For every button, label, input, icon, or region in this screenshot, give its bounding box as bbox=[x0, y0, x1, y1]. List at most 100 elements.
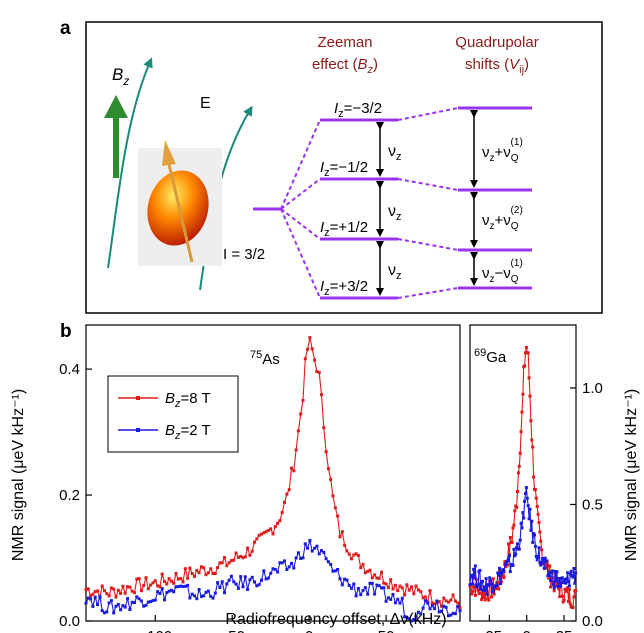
as75-series-1-point-142 bbox=[412, 617, 416, 621]
as75-series-1-point-84 bbox=[278, 561, 282, 565]
as75-series-0-point-54 bbox=[209, 567, 213, 571]
as75-series-0-point-65 bbox=[234, 551, 238, 555]
as75-series-0-point-127 bbox=[377, 576, 381, 580]
ga69-series-1-point-45 bbox=[508, 570, 512, 574]
as75-series-1-point-65 bbox=[234, 582, 238, 586]
ga69-series-1-point-83 bbox=[542, 566, 546, 570]
ga69-series-0-point-63 bbox=[524, 346, 528, 349]
ga69-series-1-point-59 bbox=[521, 511, 525, 515]
ga69-series-1-point-53 bbox=[516, 542, 519, 546]
ga69-series-1-point-96 bbox=[554, 579, 558, 583]
ga69-series-1-point-0 bbox=[468, 583, 472, 587]
as75-series-1-point-47 bbox=[193, 594, 196, 598]
ga69-series-1-point-35 bbox=[499, 571, 503, 575]
as75-series-0-point-155 bbox=[442, 596, 446, 600]
ga69-series-1-point-40 bbox=[504, 562, 508, 566]
as75-series-1-point-161 bbox=[456, 605, 460, 608]
ga69-series-1-point-44 bbox=[507, 554, 511, 558]
as75-series-0-point-97 bbox=[308, 336, 312, 340]
as75-series-0-point-0 bbox=[84, 588, 88, 592]
as75-series-1-point-153 bbox=[437, 610, 441, 614]
ga69-series-1-point-100 bbox=[558, 577, 562, 580]
as75-series-1-point-39 bbox=[174, 585, 178, 589]
ga69-series-1-point-116 bbox=[572, 567, 576, 570]
as75-series-1-point-103 bbox=[322, 550, 326, 554]
ga69-series-1-point-57 bbox=[519, 521, 523, 525]
as75-series-1-point-108 bbox=[333, 569, 337, 573]
as75-series-0-point-136 bbox=[398, 584, 402, 588]
as75-series-0-point-154 bbox=[440, 604, 443, 608]
ga69-series-0-point-40 bbox=[504, 565, 508, 569]
as75-series-0-point-2 bbox=[89, 594, 93, 598]
ga69-series-0-point-54 bbox=[516, 471, 520, 475]
ga69-series-1-point-73 bbox=[533, 544, 537, 548]
as75-series-1-point-62 bbox=[227, 578, 231, 582]
ga69-series-1-point-76 bbox=[536, 555, 540, 559]
as75-series-1-point-115 bbox=[350, 586, 353, 590]
as75-xtick-label-0: −100 bbox=[138, 628, 172, 633]
ga69-series-0-point-67 bbox=[528, 394, 532, 398]
as75-series-1-point-31 bbox=[156, 590, 160, 594]
as75-series-0-point-149 bbox=[428, 589, 432, 593]
as75-series-1-point-1 bbox=[86, 596, 90, 600]
y-axis-title-left: NMR signal (μeV kHz⁻¹) bbox=[10, 389, 27, 561]
as75-series-0-point-10 bbox=[107, 594, 111, 598]
ga69-series-0-point-57 bbox=[519, 430, 523, 434]
as75-series-0-point-132 bbox=[389, 578, 393, 582]
ga69-series-1-point-16 bbox=[482, 585, 486, 589]
as75-series-1-point-91 bbox=[294, 556, 298, 560]
ga69-series-0-point-13 bbox=[480, 598, 484, 602]
as75-series-0-point-91 bbox=[294, 448, 298, 452]
ga69-series-0-point-109 bbox=[566, 586, 570, 590]
as75-series-1-point-42 bbox=[181, 585, 185, 589]
ga69-series-0-point-118 bbox=[574, 589, 578, 593]
ga69-series-0-point-73 bbox=[533, 488, 537, 492]
panel-b-label: b bbox=[60, 321, 72, 342]
as75-series-1-point-135 bbox=[396, 597, 400, 601]
as75-series-1-point-101 bbox=[317, 552, 321, 556]
as75-series-0-point-33 bbox=[160, 572, 164, 576]
as75-series-0-point-32 bbox=[158, 585, 162, 589]
as75-series-1-point-23 bbox=[137, 597, 141, 601]
as75-series-1-point-117 bbox=[354, 594, 358, 598]
quad-connectors bbox=[397, 107, 459, 299]
ga69-series-1-point-113 bbox=[569, 569, 573, 573]
as75-series-0-point-122 bbox=[366, 569, 370, 573]
as75-series-1-point-124 bbox=[370, 581, 374, 585]
ga69-series-1-point-8 bbox=[475, 585, 479, 589]
nu-label-1: νz bbox=[388, 143, 402, 163]
ga69-series-0-point-71 bbox=[532, 475, 536, 479]
as75-series-1-point-28 bbox=[149, 600, 153, 604]
as75-series-1-point-25 bbox=[142, 604, 146, 608]
as75-series-0-point-94 bbox=[301, 398, 305, 402]
as75-series-1-point-134 bbox=[393, 601, 397, 605]
as75-series-0-point-56 bbox=[213, 572, 217, 575]
as75-series-0-point-72 bbox=[250, 549, 254, 553]
as75-series-0-point-150 bbox=[430, 601, 434, 605]
as75-series-1-point-37 bbox=[169, 588, 173, 592]
as75-series-1-point-68 bbox=[241, 585, 245, 589]
as75-series-0-point-51 bbox=[202, 566, 206, 570]
as75-series-1-point-78 bbox=[264, 577, 268, 581]
as75-series-0-point-98 bbox=[310, 347, 314, 351]
ga69-series-1-point-108 bbox=[565, 577, 569, 581]
as75-series-1-point-150 bbox=[430, 604, 434, 608]
ga69-series-1-point-56 bbox=[518, 538, 522, 542]
ga69-series-1-point-9 bbox=[476, 583, 480, 587]
legend-marker-2t bbox=[136, 428, 140, 432]
ga69-xtick-label-0: −25 bbox=[477, 628, 502, 633]
ga69-series-0-point-78 bbox=[538, 530, 542, 534]
ga69-series-1-point-82 bbox=[542, 560, 545, 564]
ga69-series-1-point-97 bbox=[555, 570, 559, 574]
ga69-series-1-point-37 bbox=[501, 568, 505, 572]
as75-annotation: 75As bbox=[250, 349, 280, 368]
ga69-plot-frame bbox=[469, 324, 577, 622]
ga69-series-0-point-100 bbox=[558, 595, 562, 599]
as75-series-1-point-146 bbox=[421, 606, 425, 610]
ga69-series-1-point-43 bbox=[507, 557, 510, 561]
ga69-series bbox=[468, 346, 578, 610]
as75-series-1-point-43 bbox=[183, 584, 187, 588]
ga69-series-1-point-88 bbox=[547, 573, 551, 577]
as75-series-1-point-49 bbox=[197, 588, 201, 591]
as75-series-1-point-82 bbox=[273, 567, 277, 571]
